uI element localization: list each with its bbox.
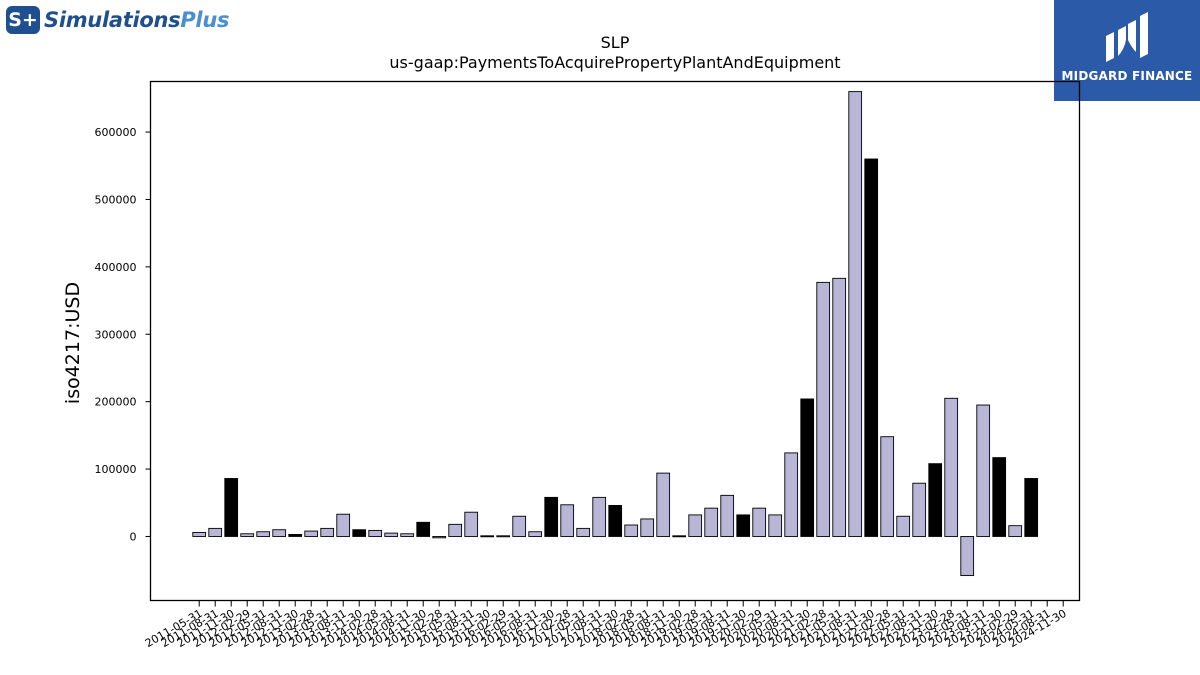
bar: [912, 482, 927, 537]
y-axis-label: iso4217:USD: [62, 282, 84, 404]
bar: [608, 505, 623, 537]
bar: [672, 535, 687, 538]
bar: [624, 524, 639, 537]
logo-badge: S+: [6, 6, 40, 34]
bar: [928, 463, 943, 537]
bar: [496, 535, 511, 538]
bar: [272, 529, 287, 537]
chart-subtitle: us-gaap:PaymentsToAcquirePropertyPlantAn…: [389, 53, 840, 72]
bar: [1008, 525, 1023, 537]
bar: [304, 530, 319, 537]
bar: [256, 531, 271, 537]
bar: [800, 398, 815, 537]
bar: [192, 531, 207, 537]
bar: [960, 536, 975, 577]
bar: [576, 527, 591, 537]
bar: [848, 91, 863, 537]
bar: [480, 535, 495, 538]
simulations-plus-logo: S+ SimulationsPlus: [6, 4, 229, 36]
chart-title: SLP: [601, 33, 630, 52]
bar: [320, 527, 335, 537]
midgard-mark-icon: [1106, 12, 1148, 62]
bar: [816, 281, 831, 537]
bar: [368, 529, 383, 537]
logo-wordmark: SimulationsPlus: [44, 8, 229, 32]
y-tick-label: 100000: [95, 463, 137, 476]
bar: [352, 529, 367, 537]
bar: [640, 518, 655, 537]
bar: [416, 521, 431, 537]
bar: [1024, 478, 1039, 537]
bar: [688, 514, 703, 537]
bar: [864, 158, 879, 537]
logo-name-main: Simulations: [44, 8, 181, 32]
bar: [336, 513, 351, 537]
bar: [224, 478, 239, 537]
bar: [752, 507, 767, 537]
bar: [896, 515, 911, 537]
bar: [768, 514, 783, 537]
bar: [448, 523, 463, 537]
bar: [704, 507, 719, 537]
y-tick-label: 200000: [95, 396, 137, 409]
bar: [240, 533, 255, 537]
midgard-finance-logo: MIDGARD FINANCE: [1054, 0, 1200, 101]
y-tick-label: 500000: [95, 193, 137, 206]
bar: [400, 533, 415, 537]
y-tick-label: 400000: [95, 261, 137, 274]
bar: [512, 515, 527, 537]
bar: [784, 452, 799, 537]
midgard-name: MIDGARD FINANCE: [1061, 69, 1193, 83]
bar: [464, 511, 479, 537]
bar: [544, 496, 559, 537]
bar: [592, 496, 607, 537]
bar: [384, 532, 399, 537]
bar: [432, 536, 447, 539]
bar: [720, 494, 735, 537]
bar: [992, 457, 1007, 537]
bar: [528, 531, 543, 537]
y-tick-label: 0: [130, 530, 137, 543]
y-tick-label: 300000: [95, 328, 137, 341]
bar: [736, 514, 751, 537]
bar: [944, 397, 959, 537]
y-tick-label: 600000: [95, 126, 137, 139]
bar: [832, 277, 847, 537]
bar: [656, 472, 671, 537]
bar: [560, 504, 575, 537]
bar: [288, 534, 303, 537]
bar: [208, 527, 223, 537]
logo-name-accent: Plus: [180, 8, 230, 32]
plot-frame: [149, 80, 1081, 602]
bar: [976, 404, 991, 537]
bar: [880, 436, 895, 537]
